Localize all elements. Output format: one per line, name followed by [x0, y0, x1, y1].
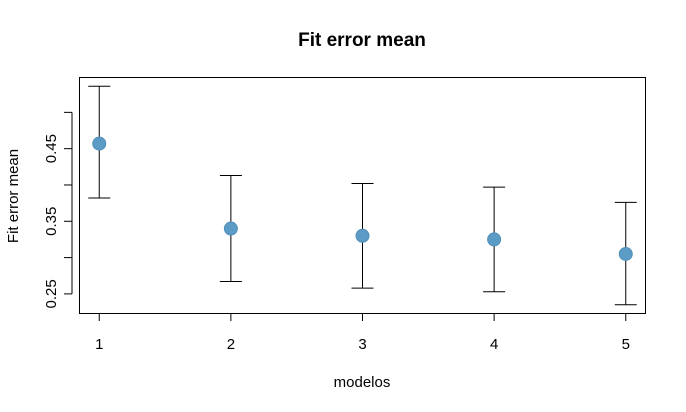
- data-point-3: [355, 228, 370, 243]
- chart-title: Fit error mean: [298, 30, 426, 51]
- x-axis: 1 2 3 4 5: [95, 313, 630, 353]
- y-tick-label-0.25: 0.25: [43, 279, 60, 308]
- x-tick-label-4: 4: [490, 336, 498, 353]
- data-point-1: [92, 136, 107, 151]
- y-tick-label-0.45: 0.45: [43, 134, 60, 163]
- y-axis: 0.25 0.35 0.45: [43, 111, 73, 308]
- y-tick-label-0.35: 0.35: [43, 207, 60, 236]
- data-point-4: [487, 232, 502, 247]
- x-axis-label: modelos: [334, 374, 391, 391]
- data-points: [92, 136, 633, 261]
- error-bars: [88, 85, 637, 306]
- x-tick-label-1: 1: [95, 336, 103, 353]
- data-point-2: [223, 221, 238, 236]
- x-tick-label-3: 3: [358, 336, 366, 353]
- y-axis-label: Fit error mean: [5, 149, 22, 243]
- data-point-5: [618, 246, 633, 261]
- x-tick-label-2: 2: [227, 336, 235, 353]
- x-tick-label-5: 5: [622, 336, 630, 353]
